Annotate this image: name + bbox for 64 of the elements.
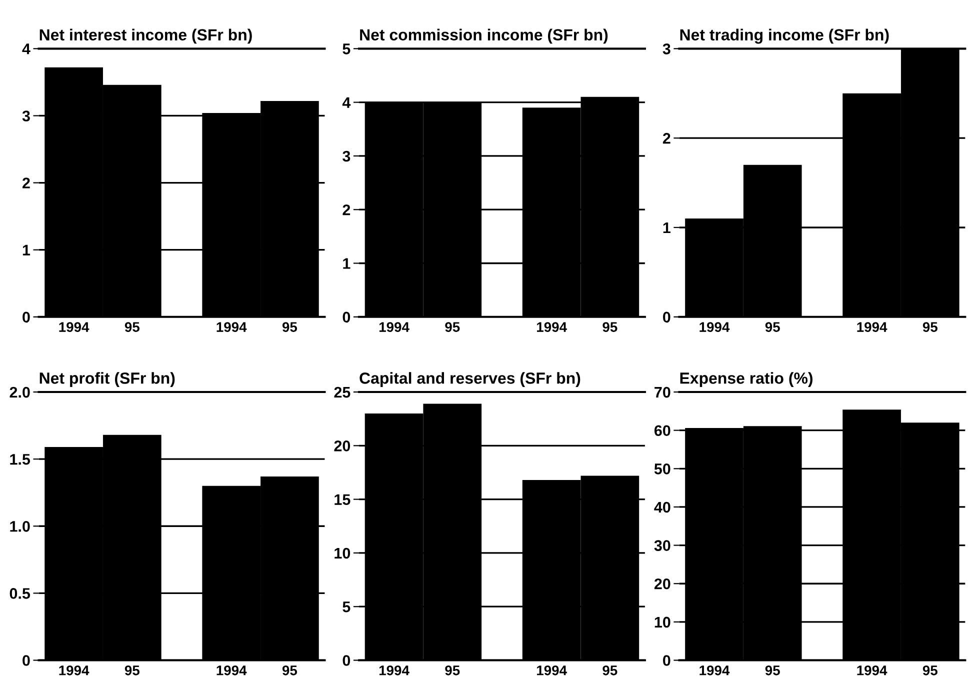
x-tick-label: 95	[282, 665, 298, 676]
x-tick-label: 95	[602, 665, 618, 676]
x-tick-label: 1994	[59, 665, 90, 676]
x-tick-label: 1994	[379, 665, 410, 676]
y-tick-label: 20	[334, 440, 350, 452]
y-tick-label: 2	[662, 132, 670, 144]
y-tick-label: 3	[22, 110, 30, 122]
y-tick-label: 4	[342, 97, 351, 108]
y-tick-label: 5	[342, 44, 350, 54]
y-tick-label: 2	[22, 178, 30, 188]
y-tick-label: 0	[342, 655, 350, 666]
x-tick-label: 1994	[700, 665, 730, 676]
x-tick-label: 1994	[700, 322, 730, 332]
y-tick-label: 10	[334, 548, 350, 559]
y-tick-label: 0	[22, 655, 30, 666]
y-tick-label: 20	[654, 578, 670, 590]
y-tick-label: 3	[662, 44, 670, 54]
chart-title: Net profit (SFr bn)	[40, 372, 175, 387]
x-tick-label: 95	[922, 322, 938, 332]
y-tick-label: 1.0	[10, 520, 30, 532]
y-tick-label: 3	[342, 150, 350, 162]
y-tick-label: 15	[334, 494, 350, 505]
x-tick-label: 1994	[537, 665, 567, 676]
y-tick-label: 25	[334, 386, 350, 398]
y-tick-label: 30	[654, 540, 670, 551]
chart-title: Capital and reserves (SFr bn)	[360, 372, 580, 387]
y-tick-label: 5	[342, 602, 350, 612]
x-tick-label: 1994	[857, 322, 888, 332]
x-tick-label: 95	[602, 322, 618, 332]
y-tick-label: 0	[22, 312, 30, 323]
y-tick-label: 1	[663, 222, 670, 234]
chart-title: Expense ratio (%)	[680, 372, 812, 387]
y-tick-label: 60	[654, 425, 670, 436]
x-tick-label: 95	[445, 665, 460, 676]
chart-title: Net interest income (SFr bn)	[40, 28, 252, 44]
y-tick-label: 4	[22, 44, 30, 54]
x-tick-label: 95	[124, 665, 140, 676]
x-tick-label: 95	[765, 322, 780, 332]
y-tick-label: 0.5	[10, 588, 30, 599]
x-tick-label: 1994	[857, 665, 888, 676]
x-tick-label: 95	[445, 322, 460, 332]
y-tick-label: 0	[342, 312, 350, 323]
y-tick-label: 0	[663, 312, 670, 323]
x-tick-label: 95	[124, 322, 140, 332]
chart-title: Net trading income (SFr bn)	[680, 28, 889, 44]
x-tick-label: 95	[282, 322, 298, 332]
y-tick-label: 10	[654, 616, 670, 628]
x-tick-label: 1994	[216, 665, 247, 676]
x-tick-label: 1994	[216, 322, 247, 332]
x-tick-label: 1994	[379, 322, 410, 332]
x-tick-label: 95	[922, 665, 938, 676]
x-tick-label: 1994	[537, 322, 567, 332]
y-tick-label: 1	[343, 258, 350, 269]
x-tick-label: 1994	[59, 322, 90, 332]
chart-title: Net commission income (SFr bn)	[360, 28, 608, 44]
y-tick-label: 40	[654, 502, 670, 513]
y-tick-label: 2.0	[10, 386, 30, 398]
x-tick-label: 95	[765, 665, 780, 676]
y-tick-label: 50	[654, 464, 670, 474]
y-tick-label: 2	[342, 204, 350, 216]
y-tick-label: 0	[663, 655, 670, 666]
y-tick-label: 1.5	[10, 454, 30, 465]
y-tick-label: 70	[654, 386, 670, 398]
y-tick-label: 1	[22, 244, 30, 256]
